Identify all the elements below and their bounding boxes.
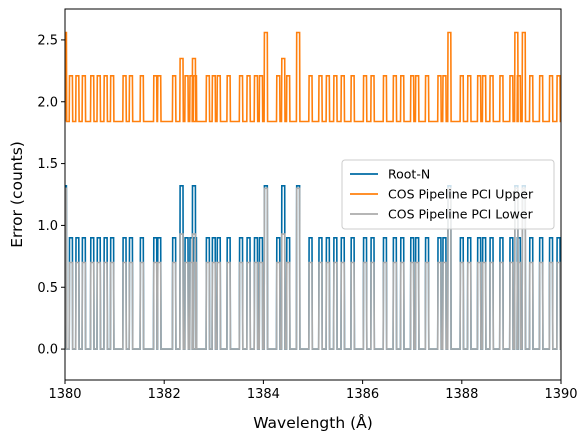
legend: Root-N COS Pipeline PCI Upper COS Pipeline…	[341, 159, 555, 230]
x-tick-label: 1386	[346, 387, 379, 402]
x-tick-label: 1384	[247, 387, 280, 402]
legend-label-3: COS Pipeline PCI Lower	[388, 207, 534, 222]
legend-box	[341, 159, 555, 230]
y-axis-label: Error (counts)	[8, 141, 26, 248]
y-tick-label: 1.0	[37, 219, 58, 234]
x-tick-label: 1380	[48, 387, 81, 402]
series-line-3	[65, 187, 561, 350]
x-tick-label: 1390	[544, 387, 577, 402]
series-line-1	[65, 185, 561, 350]
x-tick-label: 1388	[445, 387, 478, 402]
x-axis-label: Wavelength (Å)	[253, 413, 373, 432]
series-layer	[65, 31, 561, 350]
x-tick-label: 1382	[148, 387, 181, 402]
y-tick-label: 2.5	[37, 33, 58, 48]
y-tick-label: 2.0	[37, 95, 58, 110]
y-tick-label: 0.0	[37, 343, 58, 358]
y-tick-label: 0.5	[37, 281, 58, 296]
x-axis-ticks: 1380 1382 1384 1386 1388 1390	[48, 380, 578, 402]
legend-label-2: COS Pipeline PCI Upper	[388, 187, 534, 202]
y-tick-label: 1.5	[37, 157, 58, 172]
plot-frame	[64, 8, 562, 381]
legend-label-1: Root-N	[388, 167, 430, 182]
series-line-2	[65, 31, 561, 123]
y-axis-ticks: 0.0 0.5 1.0 1.5 2.0 2.5	[37, 33, 65, 358]
